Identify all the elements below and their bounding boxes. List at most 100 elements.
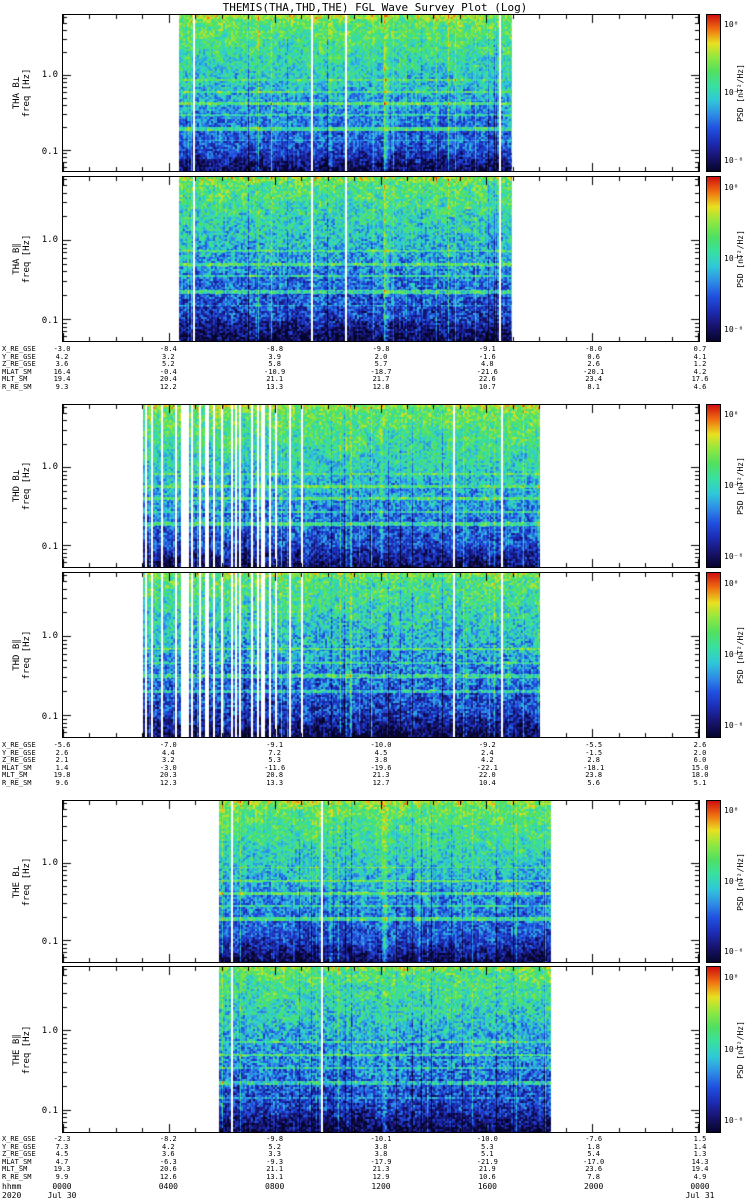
- spectrogram-canvas-thd-bperp: [63, 405, 699, 567]
- eph-value: -20.1: [583, 367, 605, 376]
- eph-value: 0.7: [693, 345, 707, 353]
- time-hour-label: 2000: [584, 1182, 604, 1191]
- eph-value: -7.0: [159, 741, 177, 749]
- eph-value: -6.3: [159, 1157, 177, 1166]
- colorbar-tick-label: 10⁻⁶: [724, 551, 744, 561]
- eph-value: 5.6: [587, 778, 600, 787]
- eph-value: 4.7: [55, 1157, 69, 1166]
- eph-value: 1.4: [693, 1142, 707, 1151]
- eph-value: 1.5: [693, 1135, 707, 1143]
- eph-value: 9.3: [55, 382, 69, 391]
- panel-name-label: THD B∥: [12, 639, 22, 671]
- eph-value: 3.8: [374, 756, 388, 764]
- eph-value: 21.3: [372, 1165, 390, 1173]
- eph-row-label-tha-r_re_sm: R_RE_SM: [2, 382, 32, 391]
- colorbar-tick-label: 10⁰: [724, 410, 739, 420]
- eph-value: -1.6: [478, 352, 496, 361]
- eph-value: 3.6: [162, 1150, 175, 1158]
- eph-value: 4.5: [55, 1150, 69, 1158]
- eph-value: 12.3: [159, 778, 177, 787]
- eph-value: 23.4: [585, 375, 603, 383]
- colorbar-psd-label: PSD [nT²/Hz]: [736, 626, 745, 684]
- eph-value: 5.1: [693, 778, 707, 787]
- colorbar-tick-label: 10⁻⁶: [724, 1116, 744, 1126]
- colorbar-tick-label: 10⁰: [724, 972, 739, 982]
- eph-value: 20.8: [266, 771, 284, 779]
- eph-value: -3.0: [159, 763, 177, 772]
- eph-value: 8.1: [587, 382, 600, 391]
- eph-value: 20.3: [159, 771, 177, 779]
- spectrogram-panel-the-bperp: [62, 800, 700, 963]
- eph-value: -10.0: [476, 1135, 498, 1143]
- eph-value: -8.4: [159, 345, 177, 353]
- eph-value: -9.1: [478, 345, 496, 353]
- eph-value: -8.2: [159, 1135, 177, 1143]
- eph-value: 7.3: [55, 1142, 69, 1151]
- eph-value: 4.2: [55, 352, 69, 361]
- eph-value: -11.6: [264, 763, 286, 772]
- eph-row-label-tha-y_re_gse: Y_RE_GSE: [2, 352, 36, 361]
- eph-value: 3.8: [374, 1142, 388, 1151]
- eph-value: -8.8: [266, 345, 284, 353]
- spectrogram-canvas-the-bperp: [63, 801, 699, 962]
- eph-row-label-tha-mlat_sm: MLAT_SM: [2, 367, 32, 376]
- eph-row-label-thd-mlt_sm: MLT_SM: [2, 771, 28, 779]
- spectrogram-panel-the-bpar: [62, 966, 700, 1133]
- freq-tick-label: 0.1: [41, 146, 58, 157]
- eph-value: -22.1: [476, 763, 498, 772]
- eph-value: 6.0: [693, 756, 707, 764]
- panel-name-label: THE B∥: [12, 1033, 22, 1066]
- eph-value: 21.3: [372, 771, 390, 779]
- colorbar-tick-label: 10⁻³: [724, 1044, 744, 1054]
- freq-tick-label: 1.0: [41, 631, 58, 642]
- time-unit-label: hhmm: [2, 1182, 22, 1191]
- freq-tick-label: 0.1: [41, 541, 58, 552]
- eph-value: 2.4: [481, 748, 494, 757]
- time-year-label: 2020: [2, 1191, 22, 1200]
- panel-name-label: THA B∥: [12, 243, 22, 275]
- eph-value: 4.6: [693, 382, 707, 391]
- eph-value: 16.4: [53, 367, 71, 376]
- colorbar-thd-bpar: [706, 572, 721, 738]
- time-hour-label: 1600: [477, 1182, 497, 1191]
- eph-value: -10.0: [370, 741, 392, 749]
- spectrogram-canvas-the-bpar: [63, 967, 699, 1132]
- eph-row-label-tha-z_re_gse: Z_RE_GSE: [2, 360, 36, 368]
- eph-value: 7.8: [587, 1172, 600, 1181]
- eph-value: -17.9: [370, 1157, 392, 1166]
- eph-row-label-tha-x_re_gse: X_RE_GSE: [2, 345, 36, 353]
- spectrogram-canvas-tha-bpar: [63, 177, 699, 341]
- colorbar-tick-label: 10⁻⁶: [724, 155, 744, 165]
- eph-value: 21.1: [266, 375, 284, 383]
- freq-axis-label: freq [Hz]: [22, 1025, 32, 1074]
- eph-row-label-thd-z_re_gse: Z_RE_GSE: [2, 756, 36, 764]
- eph-row-label-the-mlat_sm: MLAT_SM: [2, 1157, 32, 1166]
- colorbar-tick-label: 10⁻³: [724, 876, 744, 886]
- eph-value: 4.8: [481, 360, 494, 368]
- eph-value: 21.7: [372, 375, 390, 383]
- freq-tick-label: 1.0: [41, 70, 58, 81]
- eph-value: 5.3: [268, 756, 281, 764]
- eph-value: 2.0: [693, 748, 707, 757]
- colorbar-tick-label: 10⁻³: [724, 650, 744, 659]
- eph-value: 5.7: [374, 360, 388, 368]
- eph-value: 17.6: [691, 375, 709, 383]
- eph-row-label-thd-mlat_sm: MLAT_SM: [2, 763, 32, 772]
- freq-tick-label: 1.0: [41, 1025, 58, 1036]
- spectrogram-canvas-thd-bpar: [63, 573, 699, 737]
- eph-value: -10.9: [264, 367, 286, 376]
- eph-value: 18.0: [691, 771, 709, 779]
- date-label-left: Jul 30: [47, 1191, 77, 1200]
- eph-value: 4.4: [162, 748, 175, 757]
- eph-value: 1.4: [55, 763, 69, 772]
- spectrogram-panel-thd-bpar: [62, 572, 700, 738]
- eph-value: -9.2: [478, 741, 496, 749]
- time-hour-label: 1200: [371, 1182, 391, 1191]
- eph-value: 0.6: [587, 352, 600, 361]
- panel-ylabel-the-bpar: THE B∥ freq [Hz]: [12, 950, 32, 1150]
- eph-row-label-the-y_re_gse: Y_RE_GSE: [2, 1142, 36, 1151]
- colorbar-tick-label: 10⁻³: [724, 88, 744, 97]
- eph-value: -9.8: [266, 1135, 284, 1143]
- eph-row-label-the-mlt_sm: MLT_SM: [2, 1165, 28, 1173]
